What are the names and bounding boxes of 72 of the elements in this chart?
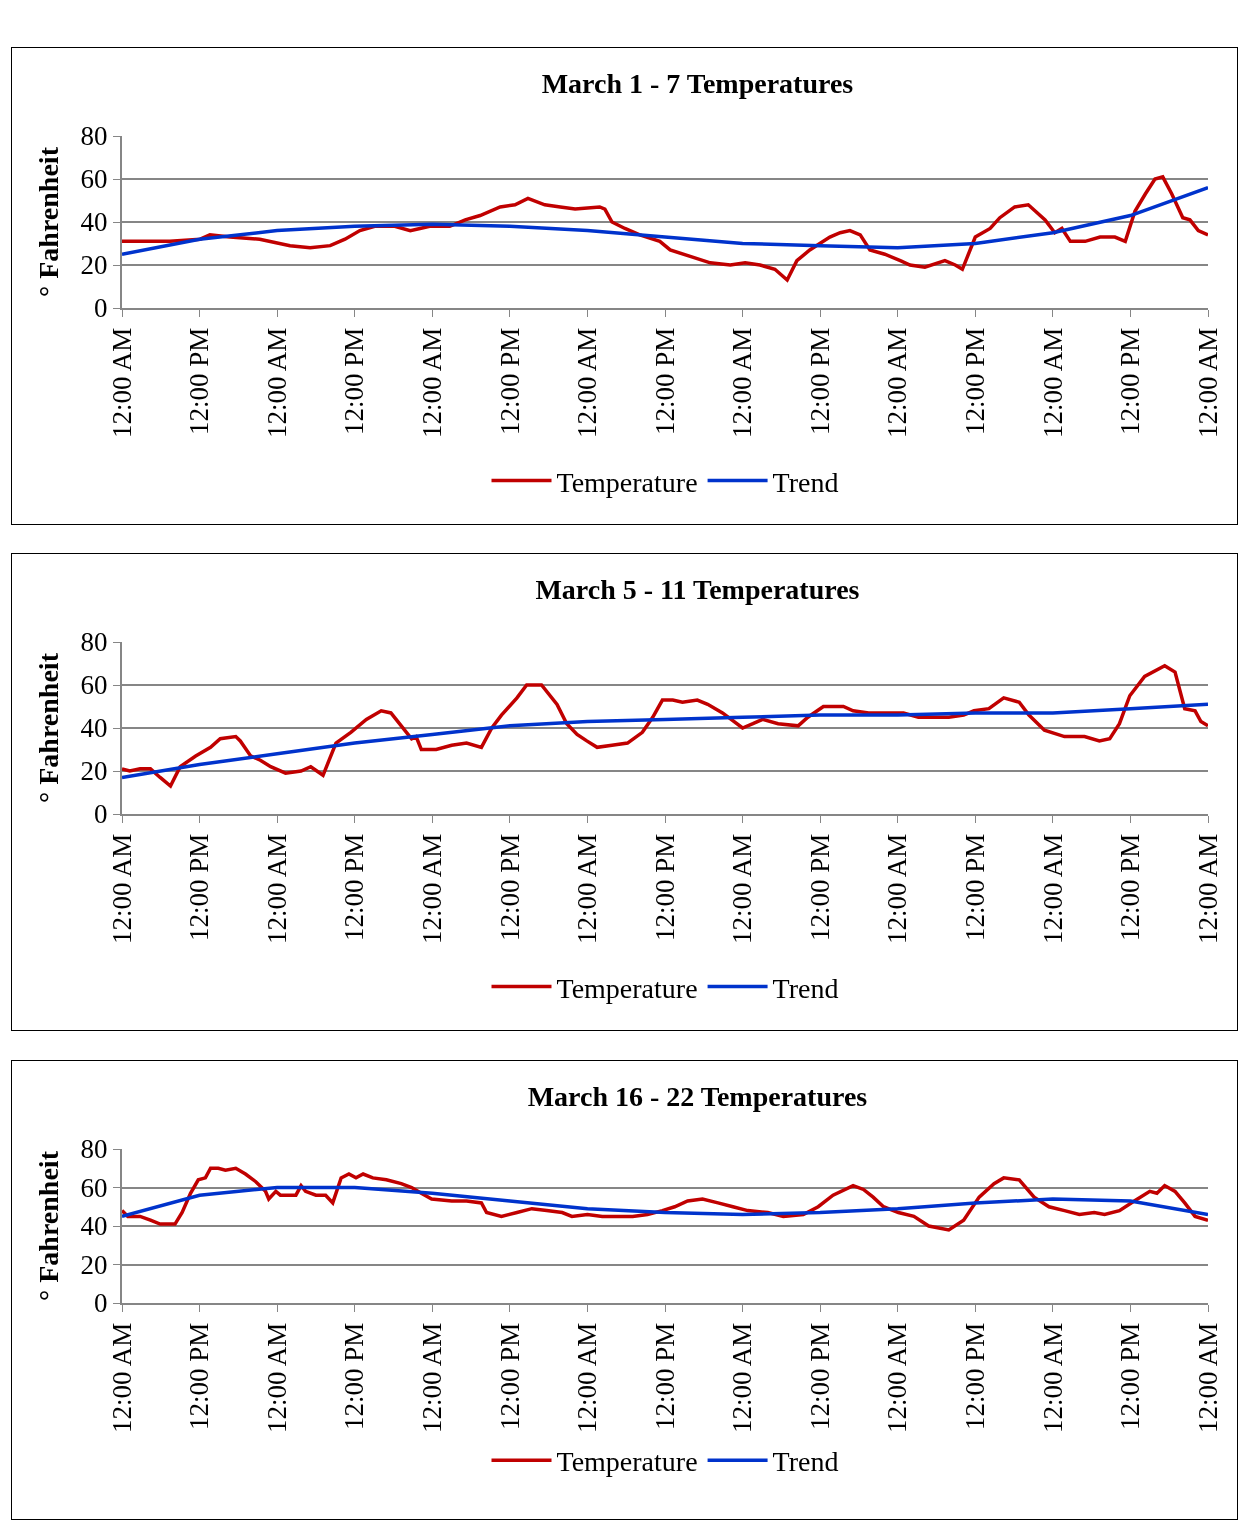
x-tick-label: 12:00 PM	[960, 833, 991, 942]
x-tick-label: 12:00 AM	[572, 1322, 603, 1434]
y-tick-label: 0	[94, 293, 108, 324]
y-tick-label: 40	[80, 713, 108, 744]
x-tick-label: 12:00 PM	[184, 833, 215, 942]
x-tick-label: 12:00 AM	[106, 327, 137, 439]
y-tick-label: 60	[80, 1172, 108, 1203]
x-tick-label: 12:00 PM	[1115, 327, 1146, 436]
x-tick-label: 12:00 PM	[804, 1322, 835, 1431]
x-tick-label: 12:00 AM	[882, 833, 913, 945]
x-tick-label: 12:00 PM	[804, 327, 835, 436]
legend-label: Temperature	[556, 466, 698, 498]
y-tick-label: 60	[80, 164, 108, 195]
x-tick-label: 12:00 AM	[572, 327, 603, 439]
y-tick-label: 20	[80, 250, 108, 281]
x-tick-label: 12:00 PM	[184, 327, 215, 436]
x-tick-label: 12:00 AM	[261, 1322, 292, 1434]
chart-title: March 16 - 22 Temperatures	[527, 1080, 868, 1112]
x-tick-label: 12:00 AM	[261, 327, 292, 439]
x-tick-label: 12:00 PM	[494, 833, 525, 942]
x-tick-label: 12:00 AM	[1037, 327, 1068, 439]
x-tick-label: 12:00 AM	[1037, 1322, 1068, 1434]
x-tick-label: 12:00 PM	[649, 1322, 680, 1431]
x-tick-label: 12:00 AM	[417, 327, 448, 439]
y-axis-title: ° Fahrenheit	[32, 146, 64, 297]
x-tick-label: 12:00 AM	[106, 1322, 137, 1434]
x-tick-label: 12:00 PM	[649, 327, 680, 436]
x-tick-label: 12:00 PM	[339, 833, 370, 942]
x-tick-label: 12:00 AM	[417, 1322, 448, 1434]
x-tick-label: 12:00 PM	[804, 833, 835, 942]
legend-label: Trend	[772, 1446, 839, 1478]
x-tick-label: 12:00 AM	[1192, 327, 1223, 439]
chart-title: March 1 - 7 Temperatures	[541, 67, 854, 99]
y-tick-label: 20	[80, 756, 108, 787]
y-tick-label: 80	[80, 1134, 108, 1165]
x-tick-label: 12:00 PM	[960, 327, 991, 436]
y-tick-label: 80	[80, 627, 108, 658]
x-tick-label: 12:00 AM	[727, 1322, 758, 1434]
y-tick-label: 40	[80, 207, 108, 238]
x-tick-label: 12:00 AM	[882, 327, 913, 439]
x-tick-label: 12:00 AM	[106, 833, 137, 945]
x-tick-label: 12:00 PM	[1115, 833, 1146, 942]
x-tick-label: 12:00 AM	[882, 1322, 913, 1434]
y-tick-label: 0	[94, 1288, 108, 1319]
y-tick-label: 80	[80, 121, 108, 152]
x-tick-label: 12:00 PM	[339, 1322, 370, 1431]
x-tick-label: 12:00 PM	[494, 1322, 525, 1431]
x-tick-label: 12:00 PM	[960, 1322, 991, 1431]
x-tick-label: 12:00 AM	[572, 833, 603, 945]
y-tick-label: 40	[80, 1211, 108, 1242]
x-tick-label: 12:00 AM	[727, 327, 758, 439]
y-tick-label: 60	[80, 670, 108, 701]
x-tick-label: 12:00 AM	[1192, 1322, 1223, 1434]
legend-label: Temperature	[556, 1446, 698, 1478]
x-tick-label: 12:00 PM	[494, 327, 525, 436]
x-tick-label: 12:00 PM	[1115, 1322, 1146, 1431]
legend-label: Temperature	[556, 972, 698, 1004]
x-tick-label: 12:00 AM	[417, 833, 448, 945]
x-tick-label: 12:00 AM	[1192, 833, 1223, 945]
x-tick-label: 12:00 AM	[261, 833, 292, 945]
x-tick-label: 12:00 PM	[184, 1322, 215, 1431]
legend-label: Trend	[772, 972, 839, 1004]
y-axis-title: ° Fahrenheit	[32, 652, 64, 803]
y-tick-label: 0	[94, 799, 108, 830]
x-tick-label: 12:00 AM	[727, 833, 758, 945]
y-axis-title: ° Fahrenheit	[32, 1150, 64, 1301]
chart-title: March 5 - 11 Temperatures	[535, 573, 860, 605]
x-tick-label: 12:00 PM	[649, 833, 680, 942]
x-tick-label: 12:00 PM	[339, 327, 370, 436]
legend-label: Trend	[772, 466, 839, 498]
y-tick-label: 20	[80, 1249, 108, 1280]
x-tick-label: 12:00 AM	[1037, 833, 1068, 945]
